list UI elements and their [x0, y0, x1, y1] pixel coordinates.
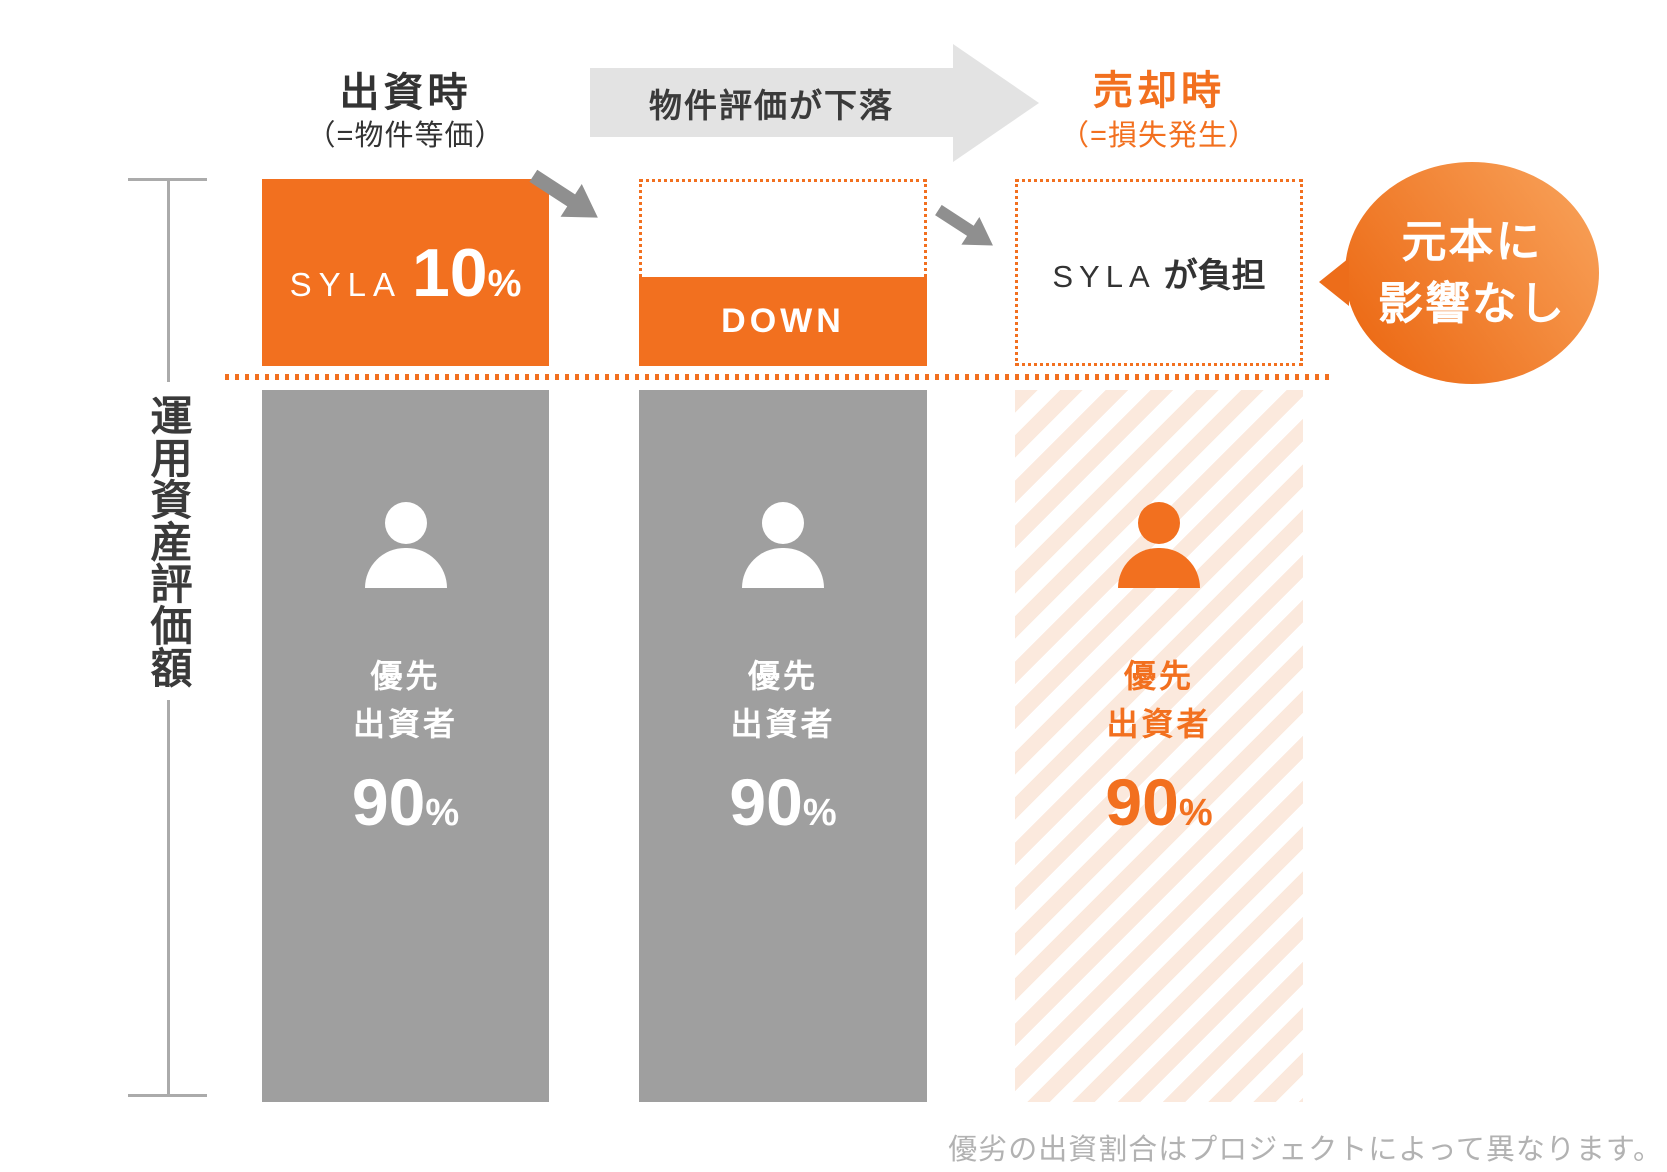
- investor-box-decline: 優先 出資者 90%: [639, 390, 927, 1102]
- investor-share: 90%: [729, 765, 837, 839]
- stage-sale-title: 売却時: [1093, 69, 1225, 113]
- principal-threshold-line: [225, 374, 1335, 380]
- no-impact-bubble: 元本に 影響なし: [1319, 162, 1599, 384]
- transition-label: 物件評価が下落: [649, 86, 894, 124]
- syla-10-label: SYLA 10%: [290, 234, 522, 312]
- syla-unit: %: [487, 262, 522, 305]
- investor-label: 優先 出資者: [352, 658, 458, 742]
- investor-box-invest: 優先 出資者 90%: [262, 390, 549, 1102]
- measure-line-bottom-cap: [128, 1094, 207, 1097]
- declined-value-box: DOWN: [639, 179, 927, 366]
- bubble-text-line1: 元本に: [1401, 216, 1543, 267]
- person-head-icon: [384, 502, 427, 544]
- syla-value: 10: [411, 234, 488, 311]
- footnote: 優劣の出資割合はプロジェクトによって異なります。: [948, 1134, 1663, 1166]
- syla-burden-label: SYLA が負担: [1052, 248, 1265, 297]
- person-icon: [1118, 502, 1200, 588]
- person-head-icon: [762, 502, 804, 544]
- axis-label: 運用資産評価額: [139, 382, 197, 700]
- person-icon: [364, 502, 447, 588]
- person-body-icon: [364, 548, 447, 588]
- person-icon: [742, 502, 824, 588]
- stage-invest-subtitle: （=物件等価）: [306, 120, 505, 152]
- stage-invest-title: 出資時: [339, 71, 472, 115]
- investor-share: 90%: [1105, 765, 1213, 839]
- person-body-icon: [742, 548, 824, 588]
- syla-brand-text: SYLA: [289, 265, 402, 303]
- transition-banner: 物件評価が下落: [590, 43, 1039, 162]
- arrow-right-icon: [935, 204, 993, 246]
- banner-arrowhead-icon: [953, 43, 1039, 162]
- stage-sale-subtitle: （=損失発生）: [1060, 120, 1258, 152]
- bubble-text-line2: 影響なし: [1377, 278, 1566, 329]
- investor-label: 優先 出資者: [1106, 658, 1212, 742]
- investor-label: 優先 出資者: [730, 658, 836, 742]
- down-label: DOWN: [721, 302, 845, 340]
- arrow-right-icon: [529, 169, 598, 218]
- syla-burden-box: SYLA が負担: [1015, 179, 1303, 366]
- person-body-icon: [1118, 548, 1200, 588]
- bubble-tail-icon: [1319, 258, 1349, 306]
- burden-text: が負担: [1163, 257, 1266, 295]
- syla-10-box: SYLA 10%: [262, 179, 549, 366]
- investor-share: 90%: [351, 765, 460, 839]
- person-head-icon: [1138, 502, 1180, 544]
- syla-brand-text: SYLA: [1052, 259, 1156, 294]
- investor-box-sale: 優先 出資者 90%: [1015, 390, 1303, 1102]
- down-box: DOWN: [639, 277, 927, 366]
